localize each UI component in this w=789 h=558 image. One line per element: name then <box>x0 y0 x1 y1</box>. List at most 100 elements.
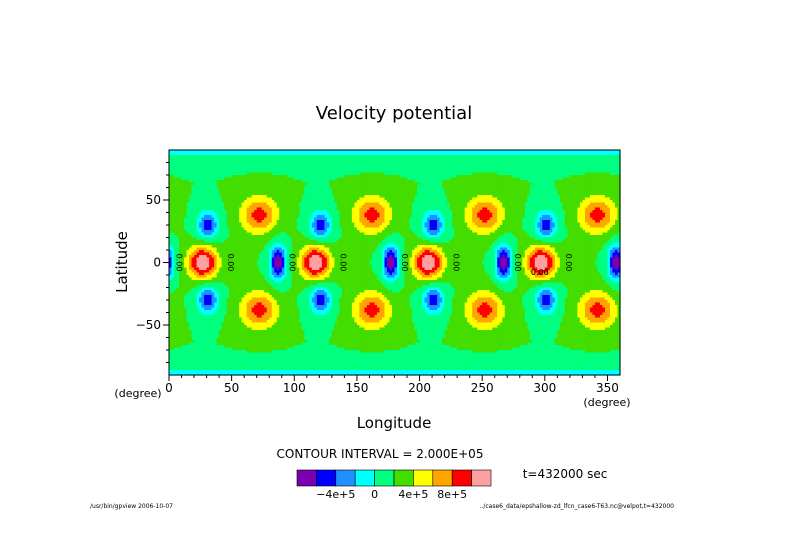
field-cell <box>301 177 305 181</box>
field-cell <box>549 185 553 189</box>
field-cell <box>444 182 448 186</box>
field-cell <box>371 177 376 181</box>
field-cell <box>589 155 594 159</box>
field-cell <box>384 187 388 191</box>
field-cell <box>552 177 556 181</box>
field-cell <box>514 177 518 181</box>
field-cell <box>284 152 288 156</box>
field-cell <box>286 187 290 191</box>
field-cell <box>444 185 448 189</box>
field-cell <box>427 170 431 174</box>
field-cell <box>514 180 518 184</box>
field-cell <box>171 180 175 184</box>
field-cell <box>204 180 208 184</box>
field-cell <box>376 167 381 171</box>
field-cell <box>311 157 315 161</box>
field-cell <box>181 175 185 179</box>
field-cell <box>462 150 466 154</box>
field-cell <box>364 167 368 171</box>
field-cell <box>507 155 511 159</box>
field-cell <box>244 182 248 186</box>
field-cell <box>371 175 376 179</box>
field-cell <box>344 160 348 164</box>
field-cell <box>557 155 561 159</box>
field-cell <box>609 157 614 161</box>
field-cell <box>579 190 584 194</box>
field-cell <box>519 172 523 176</box>
field-cell <box>321 165 325 169</box>
field-cell <box>269 155 273 159</box>
field-cell <box>199 167 203 171</box>
field-cell <box>474 195 478 199</box>
field-cell <box>386 162 391 166</box>
field-cell <box>361 170 366 174</box>
field-cell <box>211 150 215 154</box>
field-cell <box>449 187 453 191</box>
field-cell <box>316 155 320 159</box>
field-cell <box>371 185 376 189</box>
field-cell <box>569 195 573 199</box>
field-cell <box>176 157 180 161</box>
field-cell <box>397 172 401 176</box>
field-cell <box>469 165 473 169</box>
field-cell <box>221 185 225 189</box>
field-cell <box>582 167 586 171</box>
field-cell <box>582 182 586 186</box>
field-cell <box>199 182 203 186</box>
field-cell <box>489 155 493 159</box>
field-cell <box>607 195 611 199</box>
field-cell <box>402 187 406 191</box>
field-cell <box>402 165 406 169</box>
field-cell <box>479 192 483 196</box>
field-cell <box>239 190 243 194</box>
field-cell <box>452 172 456 176</box>
field-cell <box>579 170 584 174</box>
field-cell <box>524 195 528 199</box>
field-cell <box>251 165 255 169</box>
field-cell <box>559 165 563 169</box>
field-cell <box>547 182 551 186</box>
field-cell <box>527 167 531 171</box>
field-cell <box>246 165 250 169</box>
field-cell <box>484 155 488 159</box>
field-cell <box>512 175 516 179</box>
field-cell <box>279 150 283 154</box>
field-cell <box>587 195 591 199</box>
field-cell <box>567 185 571 189</box>
field-cell <box>349 192 353 196</box>
field-cell <box>284 172 288 176</box>
field-cell <box>502 182 506 186</box>
field-cell <box>174 180 178 184</box>
field-cell <box>374 192 378 196</box>
field-cell <box>577 185 581 189</box>
field-cell <box>522 187 526 191</box>
field-cell <box>374 180 378 184</box>
field-cell <box>239 155 243 159</box>
field-cell <box>359 175 363 179</box>
field-cell <box>499 187 503 191</box>
field-cell <box>264 185 268 189</box>
field-cell <box>314 180 318 184</box>
field-cell <box>256 195 260 199</box>
field-cell <box>567 177 571 181</box>
field-cell <box>174 172 178 176</box>
field-cell <box>176 175 180 179</box>
field-cell <box>602 192 606 196</box>
field-cell <box>474 157 478 161</box>
field-cell <box>429 160 433 164</box>
field-cell <box>391 155 396 159</box>
field-cell <box>539 150 543 154</box>
field-cell <box>412 162 416 166</box>
field-cell <box>572 157 576 161</box>
field-cell <box>519 162 523 166</box>
field-cell <box>444 175 448 179</box>
field-cell <box>181 190 185 194</box>
field-cell <box>336 195 340 199</box>
field-cell <box>371 172 376 176</box>
field-cell <box>559 187 563 191</box>
field-cell <box>504 170 508 174</box>
field-cell <box>169 150 173 154</box>
field-cell <box>326 162 330 166</box>
field-cell <box>234 180 238 184</box>
field-cell <box>614 155 619 159</box>
